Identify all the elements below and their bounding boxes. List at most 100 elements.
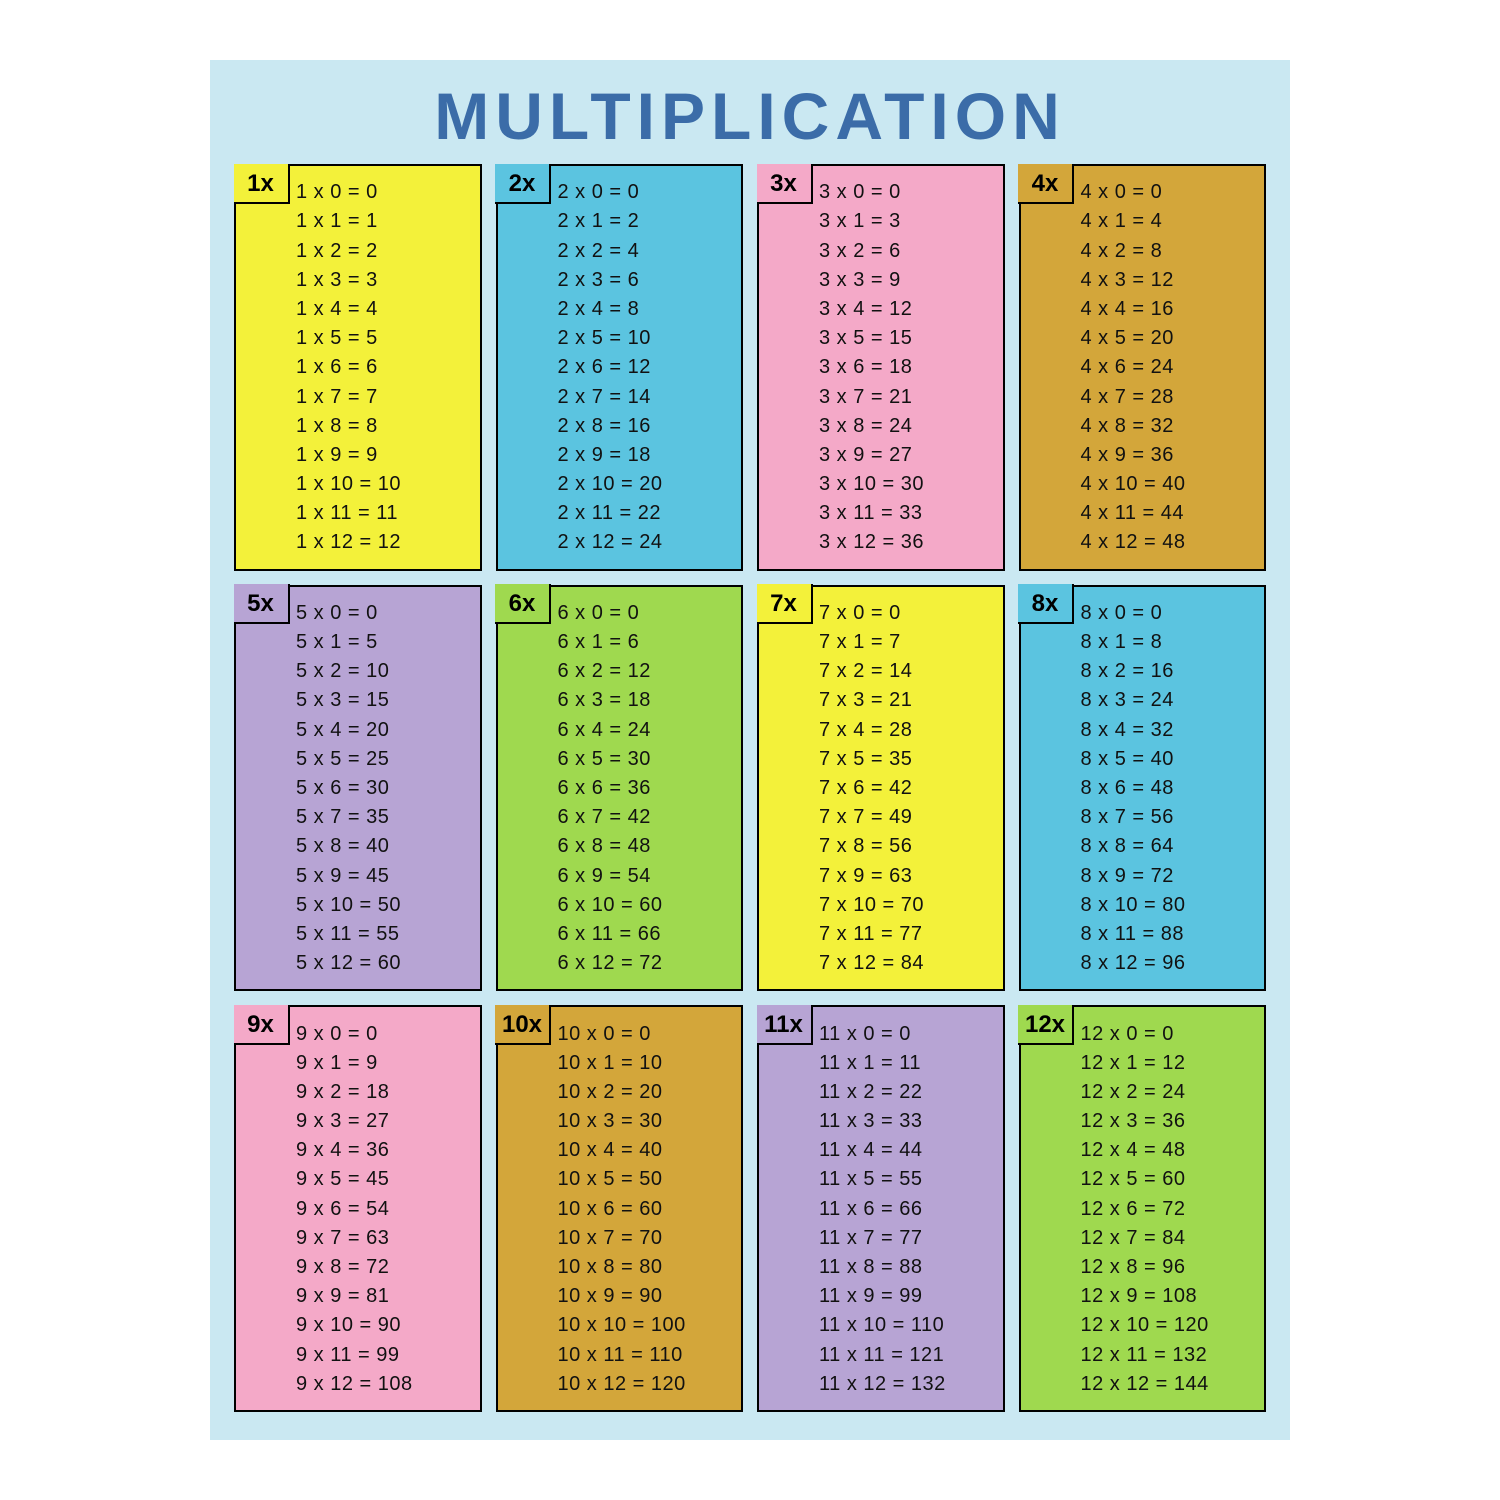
table-row: 10 x 4 = 40 [558, 1139, 732, 1161]
table-row: 1 x 6 = 6 [296, 356, 470, 378]
table-badge-9: 9x [234, 1005, 290, 1045]
table-row: 7 x 11 = 77 [819, 923, 993, 945]
table-row: 9 x 10 = 90 [296, 1314, 470, 1336]
table-row: 2 x 12 = 24 [558, 531, 732, 553]
table-row: 7 x 2 = 14 [819, 660, 993, 682]
table-row: 1 x 5 = 5 [296, 327, 470, 349]
table-row: 10 x 2 = 20 [558, 1081, 732, 1103]
table-row: 10 x 1 = 10 [558, 1052, 732, 1074]
table-row: 11 x 7 = 77 [819, 1227, 993, 1249]
table-row: 12 x 6 = 72 [1081, 1198, 1255, 1220]
table-badge-10: 10x [495, 1005, 551, 1045]
table-row: 5 x 10 = 50 [296, 894, 470, 916]
table-badge-12: 12x [1018, 1005, 1074, 1045]
table-row: 8 x 1 = 8 [1081, 631, 1255, 653]
table-row: 1 x 4 = 4 [296, 298, 470, 320]
table-row: 4 x 4 = 16 [1081, 298, 1255, 320]
table-row: 3 x 2 = 6 [819, 240, 993, 262]
table-row: 8 x 0 = 0 [1081, 602, 1255, 624]
table-row: 11 x 11 = 121 [819, 1344, 993, 1366]
table-row: 6 x 3 = 18 [558, 689, 732, 711]
table-card-10: 10x10 x 0 = 010 x 1 = 1010 x 2 = 2010 x … [496, 1005, 744, 1412]
table-row: 4 x 0 = 0 [1081, 181, 1255, 203]
table-row: 6 x 10 = 60 [558, 894, 732, 916]
table-row: 10 x 9 = 90 [558, 1285, 732, 1307]
table-row: 12 x 9 = 108 [1081, 1285, 1255, 1307]
table-row: 4 x 8 = 32 [1081, 415, 1255, 437]
table-card-1: 1x1 x 0 = 01 x 1 = 11 x 2 = 21 x 3 = 31 … [234, 164, 482, 571]
table-row: 4 x 9 = 36 [1081, 444, 1255, 466]
table-row: 9 x 4 = 36 [296, 1139, 470, 1161]
table-badge-2: 2x [495, 164, 551, 204]
table-row: 2 x 8 = 16 [558, 415, 732, 437]
table-row: 2 x 7 = 14 [558, 386, 732, 408]
table-row: 12 x 4 = 48 [1081, 1139, 1255, 1161]
table-row: 2 x 4 = 8 [558, 298, 732, 320]
table-row: 2 x 10 = 20 [558, 473, 732, 495]
table-row: 1 x 2 = 2 [296, 240, 470, 262]
table-row: 6 x 11 = 66 [558, 923, 732, 945]
table-row: 3 x 11 = 33 [819, 502, 993, 524]
table-row: 11 x 6 = 66 [819, 1198, 993, 1220]
table-row: 3 x 4 = 12 [819, 298, 993, 320]
table-row: 10 x 3 = 30 [558, 1110, 732, 1132]
table-row: 3 x 7 = 21 [819, 386, 993, 408]
table-row: 12 x 1 = 12 [1081, 1052, 1255, 1074]
table-card-8: 8x8 x 0 = 08 x 1 = 88 x 2 = 168 x 3 = 24… [1019, 585, 1267, 992]
table-card-12: 12x 12 x 0 = 0 12 x 1 = 12 12 x 2 = 24 12 x … [1019, 1005, 1267, 1412]
table-row: 11 x 10 = 110 [819, 1314, 993, 1336]
table-row: 2 x 9 = 18 [558, 444, 732, 466]
table-row: 5 x 6 = 30 [296, 777, 470, 799]
table-row: 5 x 2 = 10 [296, 660, 470, 682]
table-row: 12 x 11 = 132 [1081, 1344, 1255, 1366]
table-row: 12 x 0 = 0 [1081, 1023, 1255, 1045]
table-row: 6 x 8 = 48 [558, 835, 732, 857]
table-row: 3 x 3 = 9 [819, 269, 993, 291]
table-row: 12 x 7 = 84 [1081, 1227, 1255, 1249]
table-row: 4 x 1 = 4 [1081, 210, 1255, 232]
table-row: 9 x 2 = 18 [296, 1081, 470, 1103]
table-row: 4 x 5 = 20 [1081, 327, 1255, 349]
table-row: 9 x 9 = 81 [296, 1285, 470, 1307]
table-row: 7 x 12 = 84 [819, 952, 993, 974]
table-row: 12 x 2 = 24 [1081, 1081, 1255, 1103]
table-row: 7 x 4 = 28 [819, 719, 993, 741]
table-row: 11 x 0 = 0 [819, 1023, 993, 1045]
table-row: 8 x 8 = 64 [1081, 835, 1255, 857]
table-badge-4: 4x [1018, 164, 1074, 204]
table-row: 8 x 4 = 32 [1081, 719, 1255, 741]
table-row: 6 x 12 = 72 [558, 952, 732, 974]
table-row: 3 x 0 = 0 [819, 181, 993, 203]
table-row: 9 x 6 = 54 [296, 1198, 470, 1220]
table-row: 11 x 8 = 88 [819, 1256, 993, 1278]
table-row: 1 x 8 = 8 [296, 415, 470, 437]
table-row: 6 x 2 = 12 [558, 660, 732, 682]
page-title: MULTIPLICATION [234, 78, 1266, 154]
table-badge-3: 3x [757, 164, 813, 204]
table-row: 11 x 4 = 44 [819, 1139, 993, 1161]
table-row: 8 x 6 = 48 [1081, 777, 1255, 799]
table-row: 5 x 11 = 55 [296, 923, 470, 945]
table-row: 7 x 6 = 42 [819, 777, 993, 799]
table-row: 3 x 5 = 15 [819, 327, 993, 349]
table-row: 8 x 2 = 16 [1081, 660, 1255, 682]
table-row: 10 x 11 = 110 [558, 1344, 732, 1366]
table-row: 6 x 1 = 6 [558, 631, 732, 653]
table-row: 5 x 9 = 45 [296, 865, 470, 887]
table-row: 12 x 12 = 144 [1081, 1373, 1255, 1395]
table-row: 7 x 3 = 21 [819, 689, 993, 711]
table-badge-7: 7x [757, 584, 813, 624]
table-row: 12 x 8 = 96 [1081, 1256, 1255, 1278]
table-row: 9 x 8 = 72 [296, 1256, 470, 1278]
table-row: 7 x 5 = 35 [819, 748, 993, 770]
table-row: 2 x 2 = 4 [558, 240, 732, 262]
table-badge-11: 11x [757, 1005, 813, 1045]
table-row: 11 x 1 = 11 [819, 1052, 993, 1074]
table-row: 3 x 6 = 18 [819, 356, 993, 378]
table-row: 7 x 10 = 70 [819, 894, 993, 916]
table-row: 2 x 5 = 10 [558, 327, 732, 349]
table-card-4: 4x4 x 0 = 04 x 1 = 44 x 2 = 84 x 3 = 124… [1019, 164, 1267, 571]
table-row: 3 x 8 = 24 [819, 415, 993, 437]
table-badge-1: 1x [234, 164, 290, 204]
table-row: 6 x 5 = 30 [558, 748, 732, 770]
